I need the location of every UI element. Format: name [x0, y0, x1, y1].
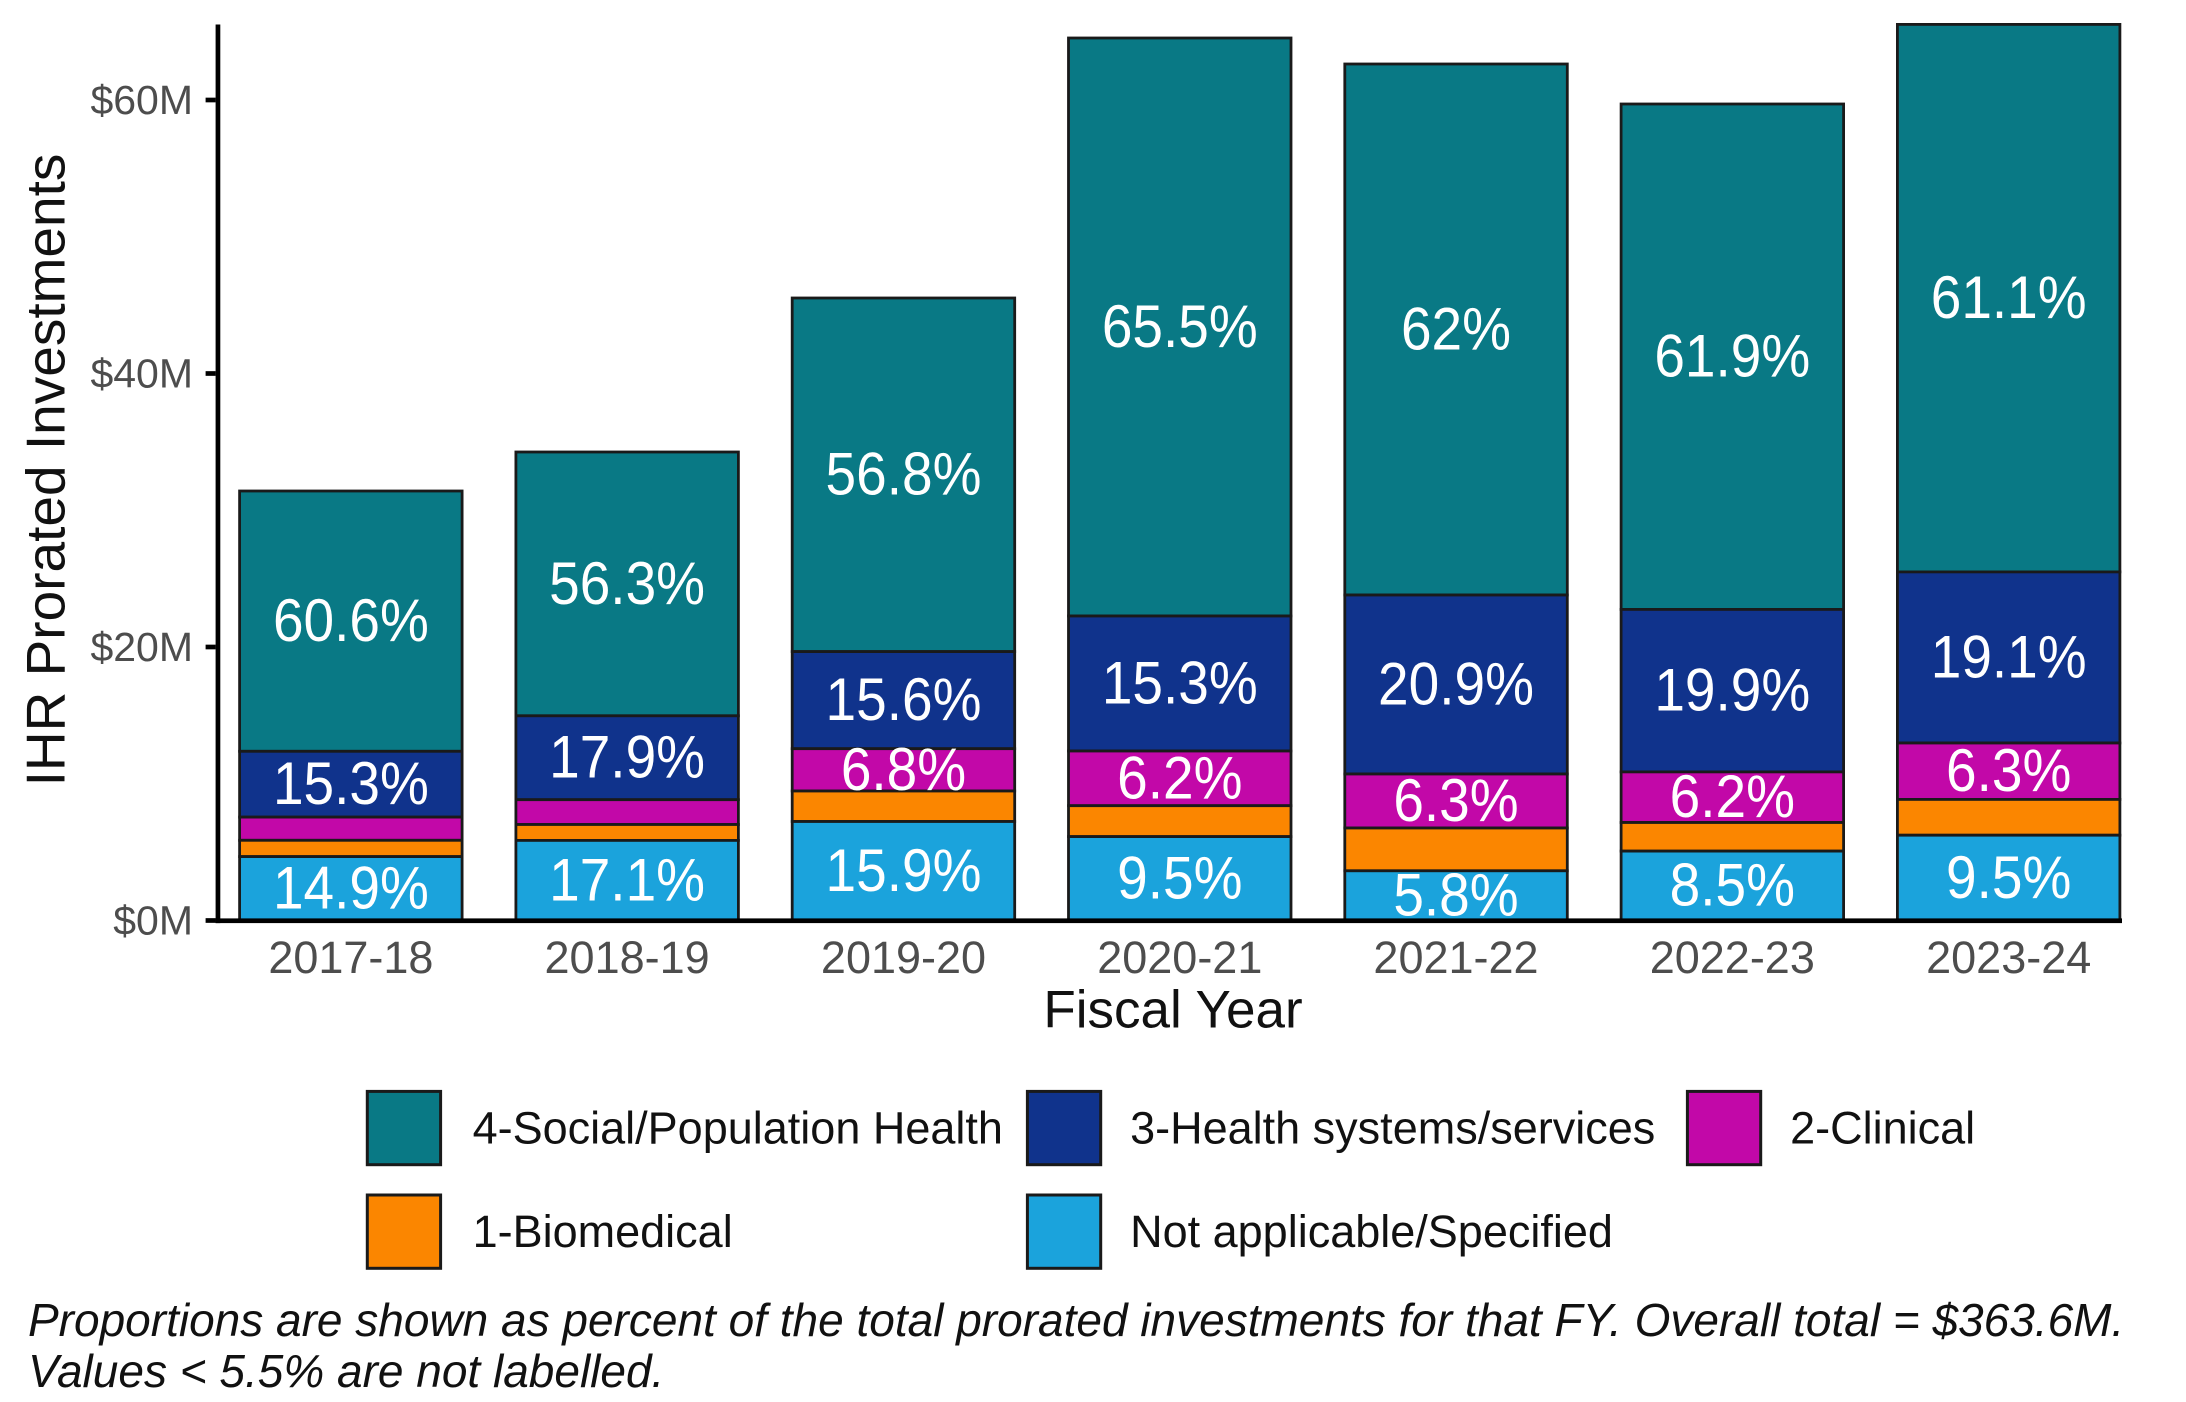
svg-text:62%: 62% [1401, 296, 1511, 363]
svg-text:IHR Prorated Investments: IHR Prorated Investments [15, 154, 77, 787]
svg-text:2021-22: 2021-22 [1373, 932, 1538, 983]
svg-text:6.3%: 6.3% [1393, 768, 1518, 835]
svg-text:2018-19: 2018-19 [545, 932, 710, 983]
svg-text:15.6%: 15.6% [826, 667, 982, 734]
svg-text:17.1%: 17.1% [549, 847, 705, 914]
svg-text:15.3%: 15.3% [273, 751, 429, 818]
svg-text:15.9%: 15.9% [826, 838, 982, 905]
svg-text:9.5%: 9.5% [1117, 845, 1242, 912]
svg-text:56.3%: 56.3% [549, 550, 705, 617]
svg-text:8.5%: 8.5% [1670, 852, 1795, 919]
svg-text:1-Biomedical: 1-Biomedical [473, 1206, 733, 1257]
svg-text:65.5%: 65.5% [1102, 294, 1258, 361]
svg-text:61.9%: 61.9% [1654, 323, 1810, 390]
svg-text:Fiscal Year: Fiscal Year [1043, 981, 1302, 1040]
svg-text:6.2%: 6.2% [1670, 764, 1795, 831]
svg-text:19.1%: 19.1% [1931, 624, 2087, 691]
svg-text:$20M: $20M [90, 624, 193, 670]
svg-text:3-Health systems/services: 3-Health systems/services [1130, 1103, 1655, 1154]
svg-text:20.9%: 20.9% [1378, 651, 1534, 718]
svg-text:2017-18: 2017-18 [268, 932, 433, 983]
svg-text:2-Clinical: 2-Clinical [1790, 1103, 1975, 1154]
svg-text:9.5%: 9.5% [1946, 844, 2071, 911]
svg-text:6.3%: 6.3% [1946, 738, 2071, 805]
svg-text:$40M: $40M [90, 351, 193, 397]
svg-text:17.9%: 17.9% [549, 724, 705, 791]
svg-text:56.8%: 56.8% [826, 441, 982, 508]
svg-text:6.8%: 6.8% [841, 736, 966, 803]
svg-text:2023-24: 2023-24 [1926, 932, 2091, 983]
svg-text:$60M: $60M [90, 77, 193, 123]
svg-text:15.3%: 15.3% [1102, 650, 1258, 717]
svg-text:4-Social/Population Health: 4-Social/Population Health [473, 1103, 1003, 1154]
svg-text:61.1%: 61.1% [1931, 265, 2087, 332]
svg-text:$0M: $0M [113, 898, 193, 944]
svg-text:2019-20: 2019-20 [821, 932, 986, 983]
svg-text:5.8%: 5.8% [1393, 862, 1518, 929]
svg-text:Not applicable/Specified: Not applicable/Specified [1130, 1206, 1613, 1257]
svg-text:60.6%: 60.6% [273, 588, 429, 655]
svg-text:19.9%: 19.9% [1654, 657, 1810, 724]
svg-text:14.9%: 14.9% [273, 855, 429, 922]
svg-text:Values < 5.5% are not labelled: Values < 5.5% are not labelled. [28, 1345, 664, 1397]
svg-text:2022-23: 2022-23 [1650, 932, 1815, 983]
svg-text:6.2%: 6.2% [1117, 745, 1242, 812]
svg-text:2020-21: 2020-21 [1097, 932, 1262, 983]
svg-text:Proportions are shown as perce: Proportions are shown as percent of the … [28, 1294, 2124, 1346]
